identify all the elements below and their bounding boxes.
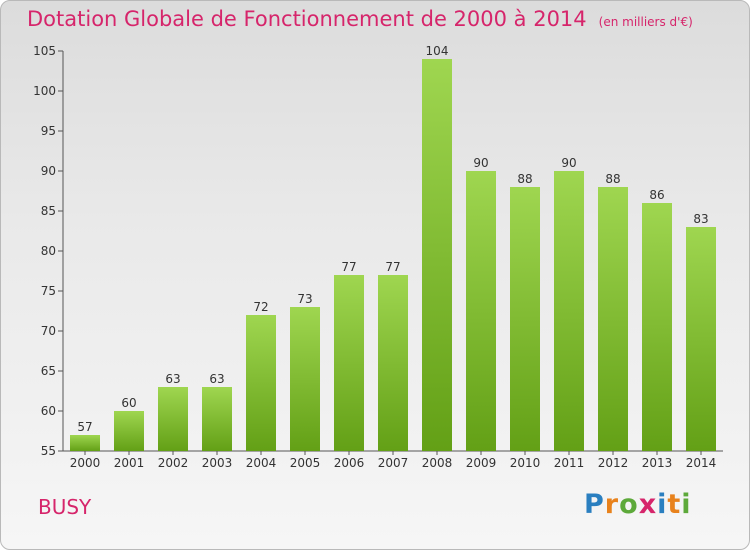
x-tick-label-2004: 2004 — [246, 456, 277, 470]
bar-2009 — [466, 171, 496, 451]
y-tick-label: 95 — [41, 124, 56, 138]
value-label-2003: 63 — [209, 372, 224, 386]
commune-name: BUSY — [38, 495, 92, 519]
value-label-2001: 60 — [121, 396, 136, 410]
x-tick-label-2011: 2011 — [554, 456, 585, 470]
x-tick-label-2006: 2006 — [334, 456, 365, 470]
chart-title: Dotation Globale de Fonctionnement de 20… — [27, 7, 693, 31]
value-label-2006: 77 — [341, 260, 356, 274]
bar-2014 — [686, 227, 716, 451]
value-label-2013: 86 — [649, 188, 664, 202]
bar-2005 — [290, 307, 320, 451]
x-tick-label-2010: 2010 — [510, 456, 541, 470]
value-label-2009: 90 — [473, 156, 488, 170]
x-tick-label-2002: 2002 — [158, 456, 189, 470]
logo-letter: o — [619, 489, 639, 520]
y-tick-label: 75 — [41, 284, 56, 298]
bar-2013 — [642, 203, 672, 451]
bar-2011 — [554, 171, 584, 451]
y-tick-label: 105 — [33, 44, 56, 58]
bar-2007 — [378, 275, 408, 451]
x-tick-label-2000: 2000 — [70, 456, 101, 470]
x-tick-label-2013: 2013 — [642, 456, 673, 470]
x-tick-label-2005: 2005 — [290, 456, 321, 470]
bar-2004 — [246, 315, 276, 451]
x-tick-label-2007: 2007 — [378, 456, 409, 470]
y-tick-label: 85 — [41, 204, 56, 218]
y-tick-label: 100 — [33, 84, 56, 98]
value-label-2005: 73 — [297, 292, 312, 306]
logo-letter: P — [584, 489, 605, 520]
value-label-2011: 90 — [561, 156, 576, 170]
value-label-2007: 77 — [385, 260, 400, 274]
value-label-2012: 88 — [605, 172, 620, 186]
proxiti-logo[interactable]: Proxiti — [584, 489, 692, 520]
bar-2012 — [598, 187, 628, 451]
x-tick-label-2014: 2014 — [686, 456, 717, 470]
x-tick-label-2008: 2008 — [422, 456, 453, 470]
logo-letter: t — [667, 489, 682, 520]
chart-unit: (en milliers d'€) — [598, 15, 693, 29]
bar-2006 — [334, 275, 364, 451]
logo-letter: r — [604, 489, 620, 520]
value-label-2002: 63 — [165, 372, 180, 386]
bar-2000 — [70, 435, 100, 451]
value-label-2010: 88 — [517, 172, 532, 186]
y-tick-label: 65 — [41, 364, 56, 378]
y-tick-label: 80 — [41, 244, 56, 258]
bar-2001 — [114, 411, 144, 451]
bar-2002 — [158, 387, 188, 451]
y-tick-label: 55 — [41, 444, 56, 458]
value-label-2000: 57 — [77, 420, 92, 434]
value-label-2014: 83 — [693, 212, 708, 226]
x-tick-label-2012: 2012 — [598, 456, 629, 470]
y-tick-label: 90 — [41, 164, 56, 178]
y-tick-label: 60 — [41, 404, 56, 418]
value-label-2004: 72 — [253, 300, 268, 314]
x-tick-label-2003: 2003 — [202, 456, 233, 470]
y-tick-label: 70 — [41, 324, 56, 338]
chart-title-text: Dotation Globale de Fonctionnement de 20… — [27, 7, 587, 31]
x-tick-label-2009: 2009 — [466, 456, 497, 470]
bar-2008 — [422, 59, 452, 451]
logo-letter: i — [657, 489, 668, 520]
value-label-2008: 104 — [426, 44, 449, 58]
bar-2010 — [510, 187, 540, 451]
bar-2003 — [202, 387, 232, 451]
logo-letter: i — [681, 489, 692, 520]
logo-letter: x — [638, 489, 658, 520]
x-tick-label-2001: 2001 — [114, 456, 145, 470]
